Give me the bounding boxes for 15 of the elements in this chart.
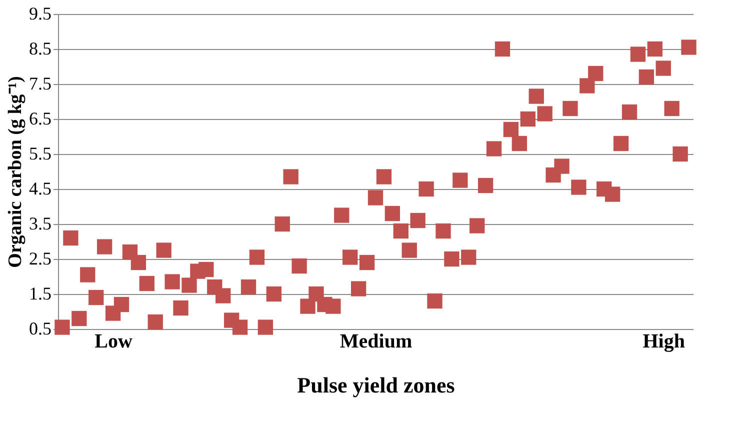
- y-axis-title: Organic carbon (g kg⁻¹): [5, 76, 26, 268]
- y-tick-label: 5.5: [29, 144, 52, 164]
- x-axis-title: Pulse yield zones: [297, 372, 456, 398]
- y-tick-label: 0.5: [29, 318, 52, 338]
- y-tick-label: 2.5: [29, 248, 52, 268]
- y-tick-label: 8.5: [29, 38, 52, 58]
- y-tick-label: 4.5: [29, 178, 52, 198]
- x-tick-label: Medium: [340, 330, 412, 352]
- y-tick-label: 3.5: [29, 214, 52, 234]
- x-tick-label: Low: [94, 330, 133, 352]
- y-tick-label: 9.5: [29, 4, 52, 24]
- y-tick-label: 7.5: [29, 74, 52, 94]
- y-tick-label: 6.5: [29, 108, 52, 128]
- y-tick-label: 1.5: [29, 284, 52, 304]
- x-tick-label: High: [642, 330, 685, 352]
